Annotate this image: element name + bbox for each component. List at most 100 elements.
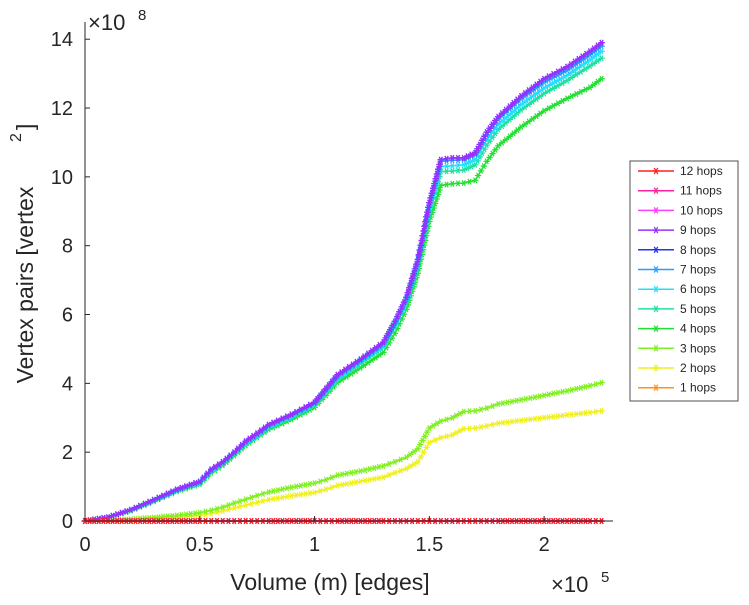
data-point [317,487,324,494]
data-point [384,330,392,337]
data-point [521,103,529,111]
x-tick-label: 0 [79,534,90,556]
data-point [521,90,529,97]
data-point [372,346,379,353]
data-point [187,510,194,517]
data-point [414,256,422,263]
y-tick-label: 10 [51,167,73,189]
legend-label: 2 hops [680,361,716,375]
legend-item-7-hops: 7 hops [638,263,716,277]
data-point [420,227,427,235]
data-point [375,463,383,471]
series-line-5-hops [84,57,602,522]
series-line-8-hops [84,42,603,522]
data-point [371,475,378,483]
data-point [594,78,601,85]
data-point [236,498,244,505]
data-point [283,493,291,500]
data-point [265,489,272,496]
data-point [454,162,462,169]
data-point [319,391,327,398]
data-point [338,471,346,478]
data-point [408,275,416,282]
data-point [563,77,571,84]
data-point [261,429,269,436]
data-point [527,416,534,423]
data-point [389,325,396,333]
data-point [173,486,181,493]
data-point [449,157,456,164]
data-point [592,381,599,388]
data-point [598,39,605,46]
data-point [498,112,506,119]
data-point [575,59,582,66]
data-point [345,365,353,372]
data-point [288,411,295,418]
data-point [437,434,445,441]
data-point [376,343,383,350]
data-point [533,95,540,103]
data-point [525,90,533,97]
data-point [242,442,249,449]
data-point [443,168,450,175]
data-point [489,129,496,136]
data-point [508,418,516,425]
data-point [590,48,598,55]
data-point [563,95,571,102]
data-point [513,417,520,425]
data-point [476,148,484,155]
data-point [202,508,209,515]
data-point [353,360,360,367]
data-point [460,166,467,174]
data-point [293,408,300,415]
data-point [246,435,253,442]
data-point [146,514,153,521]
data-point [521,98,529,105]
data-point [236,503,244,510]
data-point [477,167,485,174]
data-point [443,433,450,440]
data-point [423,213,430,220]
data-point [472,156,479,163]
data-point [454,156,462,164]
data-point [486,132,493,139]
legend-label: 5 hops [680,302,716,316]
data-point [590,60,598,67]
data-point [311,480,318,487]
data-point [449,431,456,439]
data-point [577,384,585,391]
data-point [376,345,383,352]
data-point [302,490,309,497]
data-point [495,420,502,427]
data-point [248,494,255,501]
data-point [567,69,575,76]
data-point [537,78,544,85]
data-point [514,104,521,111]
data-point [364,359,372,366]
data-point [421,433,428,440]
data-point [489,123,496,131]
data-point [506,103,513,110]
legend-swatch-marker [652,207,660,214]
data-point [306,480,314,488]
data-point [571,58,578,65]
data-point [345,363,353,371]
data-point [540,107,548,114]
data-point [302,404,309,411]
data-point [414,445,422,452]
data-point [529,115,536,122]
data-point [223,458,230,466]
data-point [391,321,399,328]
data-point [136,502,144,509]
data-point [410,461,418,468]
data-point [504,419,511,426]
data-point [504,399,511,406]
x-exponent-label: ×10 [551,572,588,597]
data-point [456,427,464,434]
data-point [436,186,443,194]
data-point [481,140,488,147]
data-point [219,458,226,465]
data-point [391,330,399,337]
data-point [361,353,368,360]
